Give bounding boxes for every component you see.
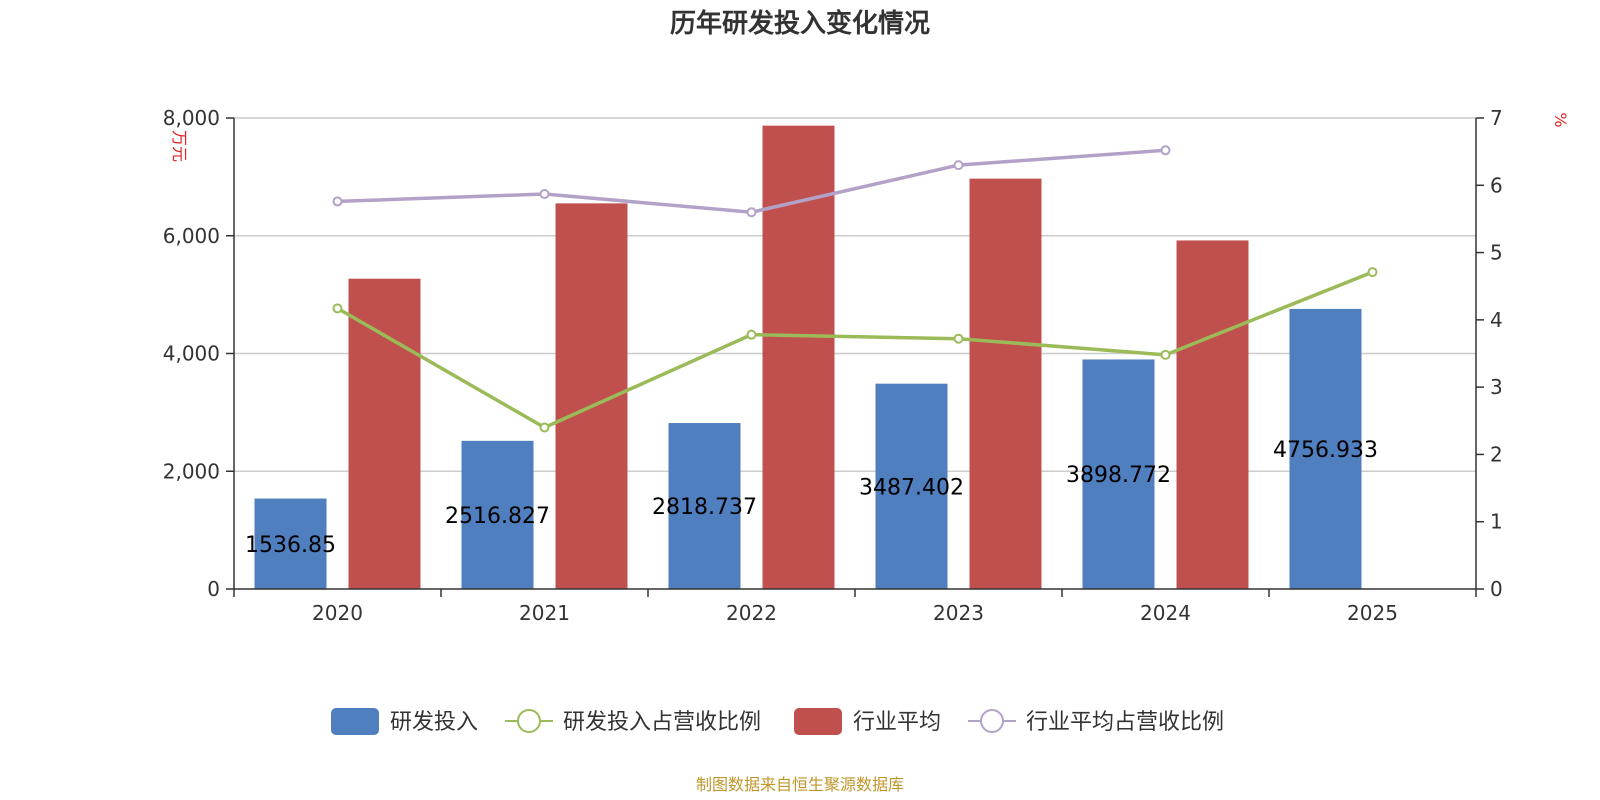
axes: 0 2,000 4,000 6,000 8,000 0 1 2 3 4 5 6 7 2020 2021 202…: [163, 106, 1503, 625]
legend-swatch-marker: [517, 709, 541, 733]
line-point: [953, 333, 964, 344]
line-point: [1367, 267, 1378, 278]
bar-value-label: 1536.85: [245, 533, 336, 558]
bar-value-label: 3487.402: [859, 475, 964, 500]
x-axis-tick-label: 2022: [726, 601, 777, 625]
right-axis-unit: %: [1551, 112, 1570, 127]
source-note: 制图数据来自恒生聚源数据库: [696, 775, 904, 794]
left-axis-tick-label: 8,000: [163, 106, 220, 130]
x-axis-tick-label: 2020: [312, 601, 363, 625]
chart-title: 历年研发投入变化情况: [670, 8, 930, 39]
x-axis-tick-label: 2024: [1140, 601, 1191, 625]
bar-value-label: 2818.737: [652, 495, 757, 520]
x-axis-tick-label: 2023: [933, 601, 984, 625]
legend-label: 行业平均: [853, 710, 941, 735]
bar-industry-average: [1176, 240, 1249, 589]
bar-value-label: 3898.772: [1066, 463, 1171, 488]
left-axis-tick-label: 2,000: [163, 459, 220, 483]
line-point: [1160, 349, 1171, 360]
line-point: [332, 303, 343, 314]
bar-industry-average: [969, 178, 1042, 590]
bar-rd-investment: [1289, 308, 1362, 589]
legend: 研发投入 研发投入占营收比例 行业平均 行业平均占营收比例: [331, 708, 1224, 735]
legend-label: 研发投入占营收比例: [563, 710, 761, 735]
line-point: [539, 189, 550, 200]
legend-swatch-bar: [331, 708, 379, 735]
legend-label: 研发投入: [390, 710, 478, 735]
right-axis-tick-label: 5: [1490, 241, 1503, 265]
bar-value-label: 4756.933: [1273, 438, 1378, 463]
line-rd-ratio: [336, 270, 1374, 430]
line-point: [953, 160, 964, 171]
line-point: [746, 329, 757, 340]
line-point: [539, 422, 550, 433]
bar-rd-investment: [1082, 359, 1155, 589]
legend-swatch-marker: [980, 709, 1004, 733]
bar-rd-investment: [668, 423, 741, 589]
bar-labels: 1536.85 2516.827 2818.737 3487.402 3898.772 4…: [245, 438, 1378, 558]
right-axis-tick-label: 3: [1490, 375, 1503, 399]
line-point: [746, 207, 757, 218]
legend-swatch-bar: [794, 708, 842, 735]
legend-label: 行业平均占营收比例: [1026, 710, 1224, 735]
lines: [332, 145, 1378, 433]
right-axis-tick-label: 1: [1490, 510, 1503, 534]
bar-rd-investment: [461, 440, 534, 589]
bar-value-label: 2516.827: [445, 504, 550, 529]
bar-rd-investment: [875, 383, 948, 589]
left-axis-tick-label: 6,000: [163, 224, 220, 248]
left-axis-unit: 万元: [170, 130, 189, 162]
bar-industry-average: [348, 278, 421, 589]
bar-rd-investment: [254, 498, 327, 589]
x-axis-tick-label: 2025: [1347, 601, 1398, 625]
left-axis-tick-label: 0: [207, 577, 220, 601]
right-axis-tick-label: 2: [1490, 442, 1503, 466]
x-axis-tick-label: 2021: [519, 601, 570, 625]
left-axis-tick-label: 4,000: [163, 342, 220, 366]
right-axis-tick-label: 4: [1490, 308, 1503, 332]
line-point: [332, 196, 343, 207]
grid: [234, 117, 1476, 472]
right-axis-tick-label: 6: [1490, 173, 1503, 197]
right-axis-tick-label: 7: [1490, 106, 1503, 130]
right-axis-tick-label: 0: [1490, 577, 1503, 601]
bars: [254, 125, 1362, 590]
line-point: [1160, 145, 1171, 156]
